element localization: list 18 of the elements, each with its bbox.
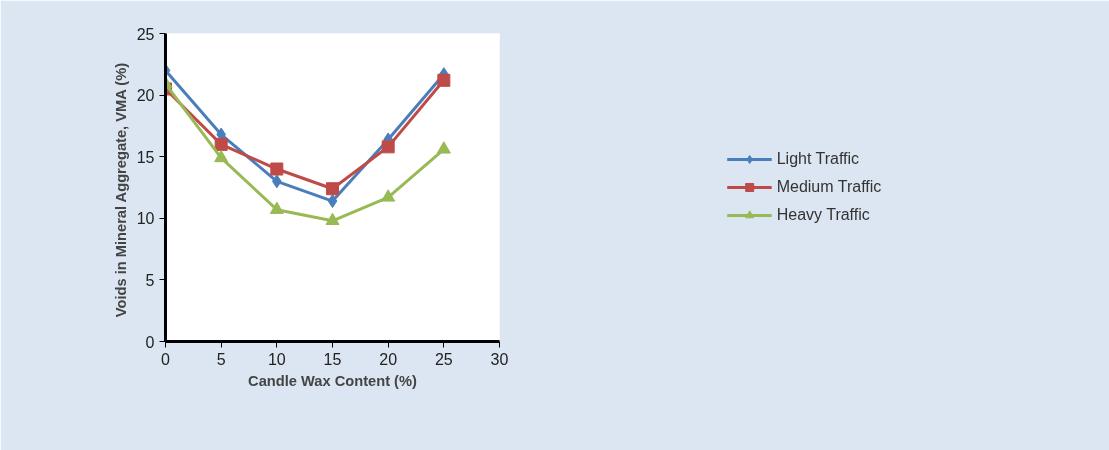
x-tick-label: 0	[161, 350, 171, 368]
legend-label: Medium Traffic	[776, 178, 882, 196]
y-axis-title: Voids in Mineral Aggregate, VMA (%)	[112, 62, 129, 318]
y-tick-label: 25	[136, 25, 155, 43]
y-tick-label: 0	[145, 333, 155, 351]
x-axis-title: Candle Wax Content (%)	[248, 372, 418, 389]
x-tick-label: 20	[379, 350, 398, 368]
legend-label: Light Traffic	[776, 150, 860, 168]
y-tick-label: 10	[136, 210, 155, 228]
x-tick-label: 25	[434, 350, 453, 368]
y-tick-label: 5	[145, 271, 155, 289]
x-tick-label: 10	[267, 350, 286, 368]
x-tick-label: 30	[490, 350, 509, 368]
legend-label: Heavy Traffic	[776, 206, 870, 224]
y-tick-label: 15	[136, 148, 155, 166]
x-tick-label: 5	[216, 350, 226, 368]
x-tick-label: 15	[323, 350, 342, 368]
y-tick-label: 20	[136, 87, 155, 105]
